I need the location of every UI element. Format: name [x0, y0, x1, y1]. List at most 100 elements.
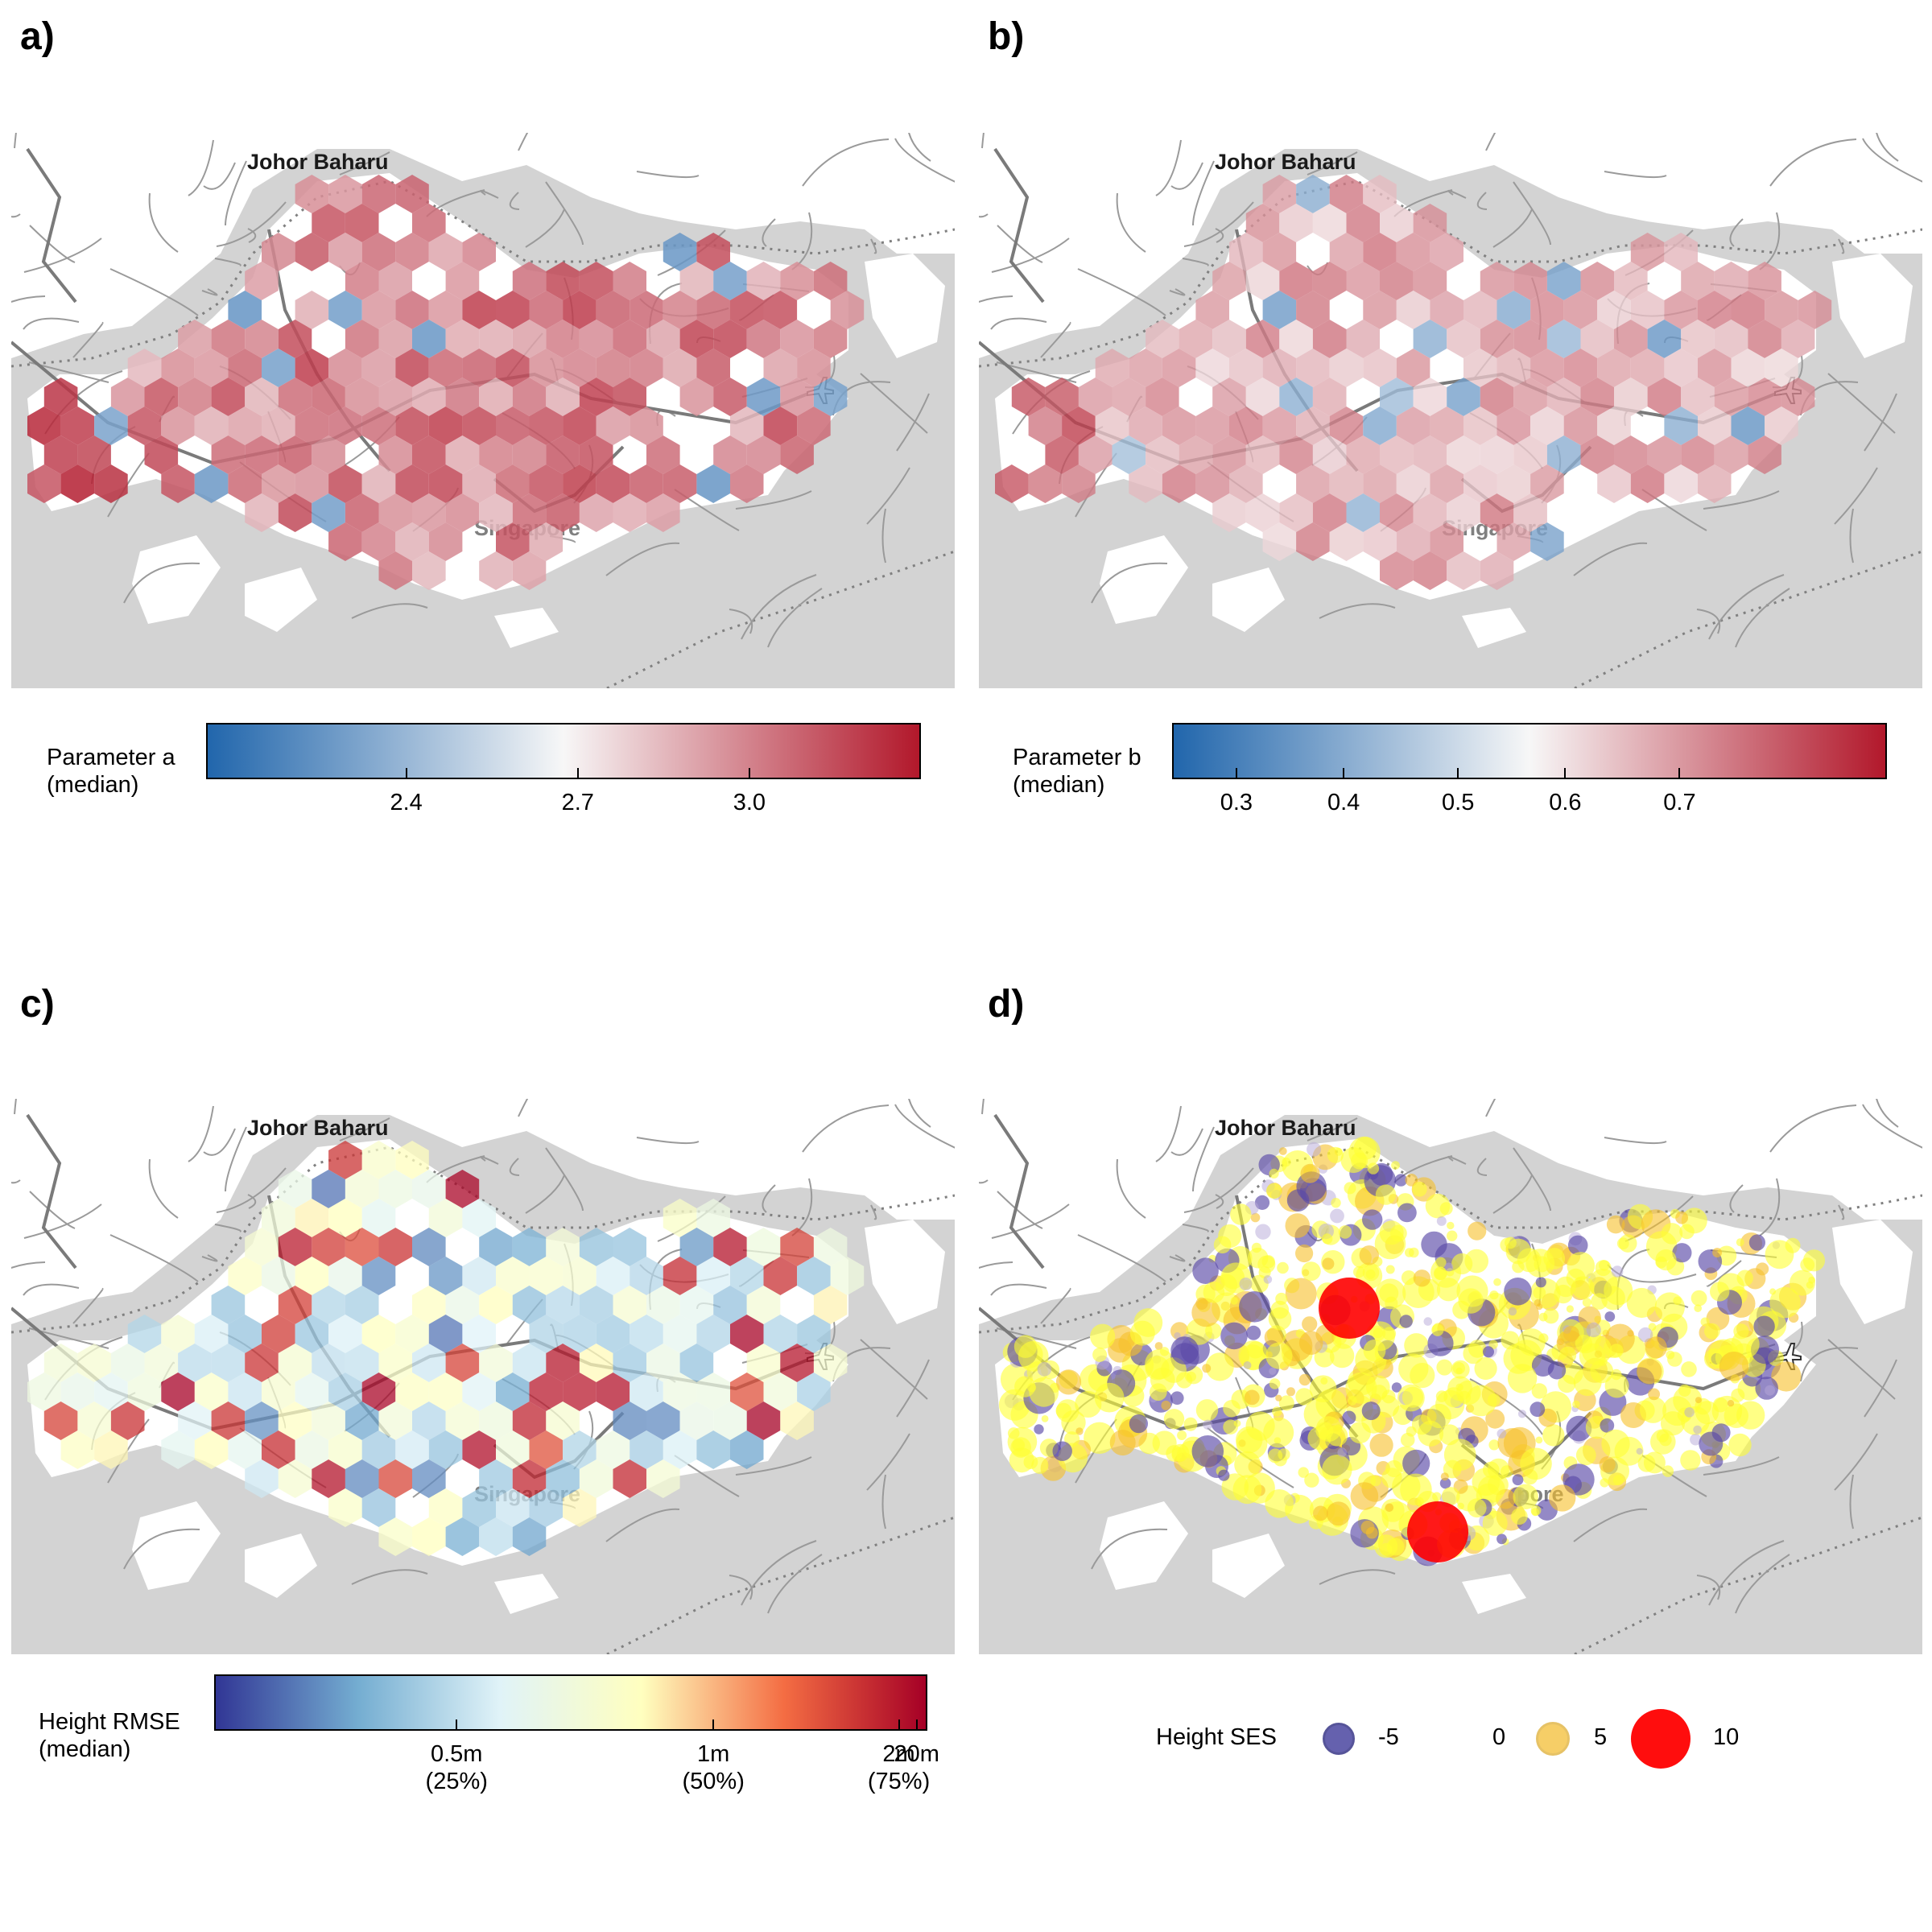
map-panel-b: Johor BaharuSingapore [979, 133, 1922, 688]
ses-point [1534, 1256, 1550, 1273]
panel-c-hex-cell [43, 1344, 78, 1382]
panel-a-hex-cell [813, 378, 848, 416]
panel-c-hex-cell [328, 1488, 362, 1527]
panel-a-hex-cell [228, 349, 262, 387]
panel-a-hex-cell [663, 464, 697, 503]
panel-a-letter: a) [20, 15, 55, 58]
panel-b-hex-cell [1146, 378, 1179, 416]
ses-point [1501, 1331, 1520, 1350]
ses-point [1465, 1385, 1497, 1417]
panel-c-hex-cell [345, 1286, 379, 1324]
panel-c-hex-cell [479, 1517, 513, 1556]
panel-a-hex-cell [679, 262, 714, 300]
panel-a-hex-cell [110, 378, 145, 416]
ses-point [1192, 1257, 1219, 1284]
panel-a-hex-cell [813, 262, 848, 300]
panel-c-hex-cell [378, 1459, 412, 1498]
panel-a-hex-cell [295, 175, 329, 213]
ses-point [1331, 1198, 1341, 1208]
panel-c-hex-cell [563, 1430, 597, 1469]
ses-point [1637, 1327, 1653, 1343]
panel-b-hex-cell [1597, 291, 1631, 329]
ses-point [1507, 1364, 1538, 1393]
panel-c-hex-cell [496, 1257, 530, 1295]
ses-point [1236, 1426, 1263, 1454]
panel-c-hex-cell [813, 1344, 848, 1382]
panel-a-hex-cell [563, 464, 597, 503]
panel-b-hex-cell [1630, 233, 1665, 271]
panel-c-hex-cell [60, 1373, 95, 1411]
panel-b-hex-cell [1714, 320, 1748, 358]
panel-a-hex-cell [646, 493, 680, 532]
ses-point [1555, 1276, 1576, 1298]
ses-legend-circle [1631, 1709, 1690, 1769]
panel-c-hex-cell [462, 1199, 496, 1237]
panel-a-hex-cell [797, 349, 831, 387]
panel-a-hex-cell [746, 436, 781, 474]
panel-c-hex-cell [295, 1315, 329, 1353]
panel-a-hex-cell [312, 204, 345, 242]
ses-point [1680, 1450, 1701, 1471]
panel-b-hex-cell [1212, 436, 1246, 474]
panel-c-hex-cell [512, 1286, 547, 1324]
panel-a-hex-cell [245, 436, 279, 474]
panel-b-hex-cell [1329, 175, 1364, 213]
panel-a-hex-cell [730, 407, 764, 445]
panel-a-hex-cell [395, 349, 429, 387]
panel-a-hex-cell [496, 291, 530, 329]
panel-a-hex-cell [763, 407, 798, 445]
panel-c-hex-cell [127, 1315, 162, 1353]
panel-b-hex-cell [1698, 349, 1732, 387]
panel-c-hex-cell [445, 1402, 480, 1440]
panel-c-hex-cell [512, 1344, 547, 1382]
panel-c-hex-cell [194, 1430, 229, 1469]
panel-a-hex-cell [312, 436, 345, 474]
panel-c-hex-cell [746, 1286, 781, 1324]
panel-a-hex-cell [278, 320, 312, 358]
panel-c-hex-cell [161, 1430, 195, 1469]
panel-c-hex-cell [378, 1170, 412, 1208]
panel-a-hex-cell [144, 378, 179, 416]
colorbar-tick [405, 768, 407, 778]
panel-c-hex-cell [262, 1257, 295, 1295]
ses-point [1727, 1400, 1735, 1407]
panel-a-hex-cell [546, 262, 580, 300]
ses-point [1599, 1456, 1616, 1473]
panel-a-hex-cell [646, 320, 680, 358]
panel-b-hex-cell [1447, 320, 1480, 358]
panel-b-hex-cell [1028, 407, 1063, 445]
panel-b-hex-cell [1698, 407, 1732, 445]
ses-point [1295, 1244, 1314, 1263]
panel-c-hex-cell [278, 1228, 312, 1266]
panel-a-hex-cell [445, 436, 480, 474]
panel-b-hex-cell [1731, 407, 1765, 445]
ses-point [1447, 1221, 1455, 1230]
ses-point [1736, 1238, 1744, 1247]
city-label-johor-baharu: Johor Baharu [1215, 150, 1356, 174]
panel-b-hex-cell [1496, 349, 1531, 387]
panel-c-hex-cell [579, 1228, 613, 1266]
ses-point [1282, 1157, 1291, 1167]
panel-b-hex-cell [1731, 291, 1765, 329]
legend-b-title-line2: (median) [1013, 772, 1105, 798]
map-panel-d: Johor Baharu pore [979, 1099, 1922, 1654]
panel-c-hex-cell [512, 1228, 547, 1266]
panel-c-hex-cell [613, 1228, 646, 1266]
panel-c-hex-cell [228, 1430, 262, 1469]
ses-point [1218, 1224, 1242, 1249]
panel-a-hex-cell [746, 320, 781, 358]
ses-point [1230, 1297, 1238, 1305]
ses-point [1250, 1212, 1261, 1223]
panel-b-hex-cell [1530, 349, 1564, 387]
panel-c-hex-cell [529, 1373, 564, 1411]
panel-a-hex-cell [563, 349, 597, 387]
panel-a-hex-cell [262, 407, 295, 445]
panel-c-hex-cell [646, 1459, 680, 1498]
panel-c-hex-cell [696, 1199, 730, 1237]
panel-b-hex-cell [1647, 320, 1682, 358]
panel-c-hex-cell [763, 1257, 798, 1295]
ses-point [1322, 1257, 1335, 1270]
panel-a-hex-cell [613, 493, 646, 532]
panel-a-hex-cell [663, 291, 697, 329]
panel-c-hex-cell [412, 1170, 446, 1208]
